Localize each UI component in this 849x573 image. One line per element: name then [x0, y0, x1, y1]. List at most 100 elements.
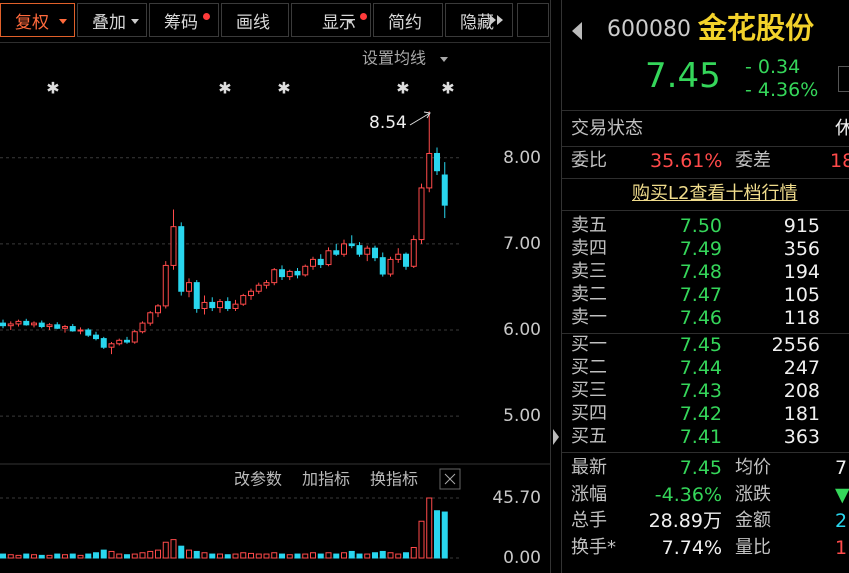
candle-body	[356, 245, 363, 255]
level-volume: 915	[783, 215, 820, 237]
toolbar-button[interactable]: 画线	[221, 3, 289, 37]
volume-bar	[279, 553, 285, 559]
volume-bar	[93, 552, 99, 559]
volume-bar	[410, 546, 417, 559]
volume-bar	[255, 553, 262, 559]
y-tick-label: 45.70	[492, 488, 541, 508]
volume-bar	[240, 552, 247, 559]
volume-bar	[341, 552, 347, 559]
candle-body	[170, 226, 177, 266]
level-label: 卖二	[571, 284, 607, 305]
volume-bar	[155, 549, 161, 559]
dropdown-arrow	[131, 19, 139, 24]
volume-bar	[348, 550, 355, 559]
volume-bar	[85, 553, 92, 559]
toolbar-button[interactable]: 叠加	[77, 3, 147, 37]
kline-chart: 8.00 7.00 6.00 5.00 设置均线 ✱ ✱ ✱ ✱ ✱ 改参数 加指标 换指标 45.70 0…	[0, 49, 550, 568]
price-change: - 0.34	[745, 56, 801, 78]
event-marker: ✱	[277, 79, 290, 98]
stat-label: 最新	[571, 457, 607, 478]
button-label: 复权	[15, 12, 49, 33]
candle-body	[139, 322, 146, 333]
dropdown-arrow	[440, 57, 448, 62]
fullscreen-button[interactable]	[517, 3, 549, 37]
back-arrow[interactable]	[572, 22, 582, 40]
volume-bar	[116, 553, 123, 559]
diff-value: 18	[830, 150, 849, 172]
l2-link[interactable]: 购买L2查看十档行情	[632, 183, 798, 204]
collapse-arrow[interactable]	[553, 429, 559, 445]
status-label: 交易状态	[571, 118, 643, 139]
stat-value: 28.89万	[648, 510, 722, 532]
toolbar-button[interactable]: 复权	[0, 3, 75, 37]
toolbar-button[interactable]: 显示	[291, 3, 371, 37]
volume-bar	[131, 553, 138, 559]
candle-body	[209, 301, 216, 309]
candle-body	[38, 322, 45, 328]
indicator-button: 改参数	[234, 470, 282, 489]
toolbar-button[interactable]: 筹码	[149, 3, 219, 37]
level-volume: 247	[783, 357, 820, 379]
volume-bar	[317, 553, 324, 559]
y-tick-label: 5.00	[503, 406, 541, 426]
volume-bar	[193, 550, 200, 559]
ratio-label: 委比	[571, 150, 607, 171]
level-price: 7.48	[679, 261, 722, 283]
button-label: 隐藏	[460, 12, 494, 33]
candle-body	[302, 265, 309, 276]
level-volume: 181	[783, 403, 820, 425]
level-price: 7.46	[679, 307, 722, 329]
volume-bar	[62, 554, 68, 559]
toolbar-button[interactable]: 隐藏	[445, 3, 513, 37]
diff-label: 委差	[735, 150, 771, 171]
candle-body	[410, 239, 417, 267]
stat-value: 7.74%	[661, 536, 722, 559]
candle-body	[85, 329, 92, 336]
candle-body	[100, 338, 107, 348]
volume-bar	[15, 554, 22, 559]
stat-label: 换手*	[571, 536, 616, 558]
expand-button[interactable]	[838, 66, 849, 92]
level-label: 卖四	[571, 238, 607, 259]
candle-body	[131, 331, 138, 343]
candle-body	[108, 343, 115, 348]
volume-bar	[201, 552, 208, 559]
level-volume: 105	[783, 284, 820, 306]
stat-value: -4.36%	[654, 483, 722, 506]
y-tick-label: 7.00	[503, 234, 541, 254]
level-label: 买三	[571, 380, 607, 401]
volume-bar	[77, 554, 84, 559]
stat-label: 金额	[735, 510, 771, 531]
event-marker: ✱	[46, 79, 59, 98]
level-price: 7.49	[679, 238, 722, 260]
candle-body	[294, 270, 301, 276]
volume-bar	[162, 541, 169, 559]
candle-body	[255, 284, 262, 292]
volume-bar	[364, 553, 371, 559]
candle-body	[23, 320, 30, 326]
volume-bar	[302, 553, 309, 559]
volume-bar	[294, 553, 301, 559]
volume-bar	[418, 520, 425, 559]
stat-label: 量比	[735, 536, 771, 558]
candle-body	[232, 303, 239, 309]
candle-body	[333, 250, 340, 255]
candle-body	[240, 295, 247, 305]
stat-value: 7	[835, 457, 848, 479]
candle-body	[193, 282, 200, 309]
level-label: 买五	[571, 426, 607, 447]
candle-body	[348, 243, 355, 247]
indicator-button: 换指标	[370, 470, 418, 489]
button-label: 画线	[236, 12, 270, 33]
toolbar-divider	[0, 42, 550, 43]
candle-body	[147, 312, 154, 324]
close-button	[439, 468, 461, 490]
toolbar-button[interactable]: 简约	[373, 3, 443, 37]
candle-body	[271, 269, 278, 284]
stat-value: ▼0	[835, 483, 849, 506]
level-price: 7.47	[679, 284, 722, 306]
button-label: 显示	[322, 12, 356, 33]
volume-bar	[124, 554, 130, 559]
ratio-value: 35.61%	[650, 150, 723, 172]
